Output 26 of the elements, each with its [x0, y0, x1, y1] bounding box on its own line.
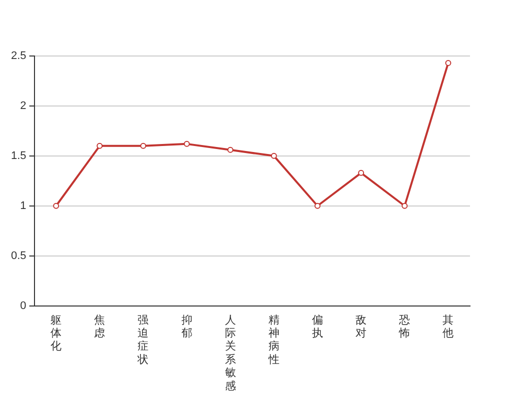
y-tick-label: 0 — [20, 300, 26, 312]
x-tick-label: 强迫症状 — [136, 313, 149, 366]
x-tick-label: 躯体化 — [50, 313, 62, 353]
point — [96, 142, 103, 149]
point — [227, 146, 234, 153]
x-tick-label: 恐怖 — [398, 313, 410, 340]
point — [270, 152, 277, 159]
point — [445, 60, 452, 66]
y-tick-label: 2.5 — [10, 50, 26, 62]
y-tick-label: 0.5 — [10, 250, 26, 262]
x-tick-label: 其他 — [442, 313, 454, 340]
y-tick-label: 1.5 — [10, 150, 26, 162]
x-tick-label: 敌对 — [356, 313, 367, 340]
y-tick-label: 1 — [20, 200, 26, 212]
point — [184, 140, 190, 147]
x-tick-label: 焦虑 — [94, 313, 106, 340]
point — [140, 142, 146, 149]
point — [53, 202, 60, 209]
point — [358, 170, 364, 176]
point — [402, 202, 408, 209]
x-tick-label: 人际关系敏感 — [224, 313, 236, 392]
x-tick-label: 抑郁 — [181, 313, 192, 340]
point — [314, 202, 320, 209]
y-tick-label: 2 — [20, 100, 26, 112]
x-tick-label: 精神病性 — [267, 313, 280, 366]
x-tick-label: 偏执 — [312, 313, 323, 340]
